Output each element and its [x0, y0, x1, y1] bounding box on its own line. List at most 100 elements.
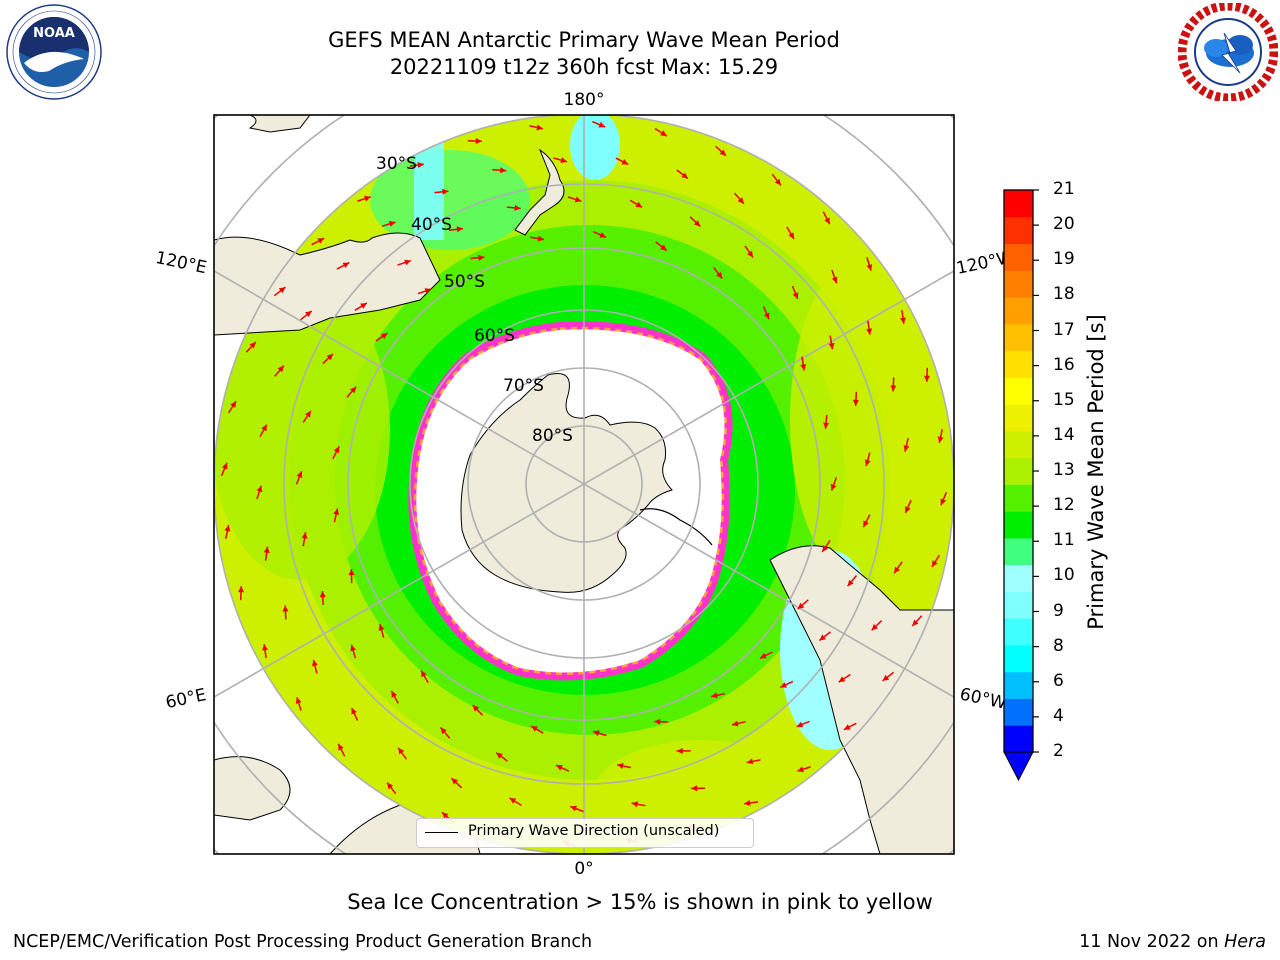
wave-arrow-head [774, 178, 781, 186]
wave-arrow-head [890, 385, 897, 392]
colorbar-tick-label: 18 [1053, 284, 1075, 305]
wave-arrow-head [342, 262, 350, 268]
wave-arrow-head [301, 532, 308, 539]
wave-arrow-head [681, 172, 688, 179]
colorbar-tick-label: 14 [1053, 424, 1075, 445]
wave-arrow-head [442, 188, 449, 195]
wave-arrow-head [838, 676, 846, 683]
wave-arrow-head [931, 560, 938, 567]
wave-arrow-head [348, 569, 355, 576]
wave-arrow-head [617, 763, 624, 769]
wave-arrow-head [404, 259, 411, 266]
wave-arrow-head [924, 375, 930, 382]
colorbar-bin [1004, 484, 1033, 512]
wave-arrow-head [333, 508, 340, 515]
wave-arrow-head [319, 591, 326, 598]
wave-arrow-head [221, 462, 228, 470]
wave-arrow-head [262, 644, 268, 651]
wave-arrow-head [475, 138, 482, 144]
land-antarctic-peninsula [639, 508, 713, 546]
wave-arrow-head [478, 254, 485, 261]
wave-arrow-head [378, 624, 385, 631]
colorbar-bin [1004, 243, 1033, 271]
colorbar-bin [1004, 350, 1033, 378]
legend-line-swatch [425, 832, 458, 833]
colorbar-bin [1004, 644, 1033, 673]
wave-arrow-head [732, 720, 739, 727]
wave-arrow-head [338, 743, 344, 751]
wave-arrow-head [282, 605, 289, 612]
wave-arrow-head [894, 566, 900, 574]
footer-machine: Hera [1224, 932, 1266, 952]
wave-arrow-head [263, 546, 270, 554]
wave-arrow-head [937, 436, 944, 443]
wave-arrow-head [711, 692, 718, 699]
wave-arrow-head [350, 386, 357, 394]
wave-arrow-head [351, 707, 357, 715]
nws-logo [1178, 3, 1278, 101]
colorbar-bin [1004, 537, 1033, 566]
colorbar-bin [1004, 457, 1033, 485]
land-africa [214, 756, 291, 821]
wave-arrow-head [598, 121, 606, 128]
colorbar-bin [1004, 270, 1033, 298]
wave-arrow-head [238, 586, 244, 593]
wave-arrow-head [797, 602, 805, 609]
lat-label-60s: 60°S [474, 326, 515, 346]
wave-arrow-head [514, 204, 521, 211]
colorbar-bin [1004, 404, 1033, 432]
wave-arrow-head [691, 785, 698, 792]
colorbar-bin [1004, 618, 1033, 646]
wave-arrow-head [824, 217, 830, 225]
colorbar-extend-triangle [1003, 751, 1034, 782]
wave-arrow-head [391, 691, 397, 698]
wave-arrow-head [847, 579, 854, 587]
wave-arrow-head [796, 721, 804, 728]
wave-arrow-head [716, 271, 723, 279]
wave-arrow-head [387, 782, 394, 790]
footer-credit: NCEP/EMC/Verification Post Processing Pr… [13, 932, 593, 952]
wave-arrow-head [333, 446, 340, 454]
lat-label-40s: 40°S [411, 215, 452, 235]
wave-arrow-head [863, 520, 869, 528]
colorbar-tick-label: 13 [1053, 460, 1075, 480]
wave-arrow-head [940, 498, 947, 506]
colorbar-tick-label: 20 [1053, 214, 1075, 235]
colorbar-bin [1004, 430, 1033, 459]
wave-arrow-head [693, 220, 701, 227]
colorbar-tick-label: 15 [1053, 389, 1075, 410]
wave-arrow-head [719, 149, 726, 156]
wave-arrow-head [531, 726, 538, 732]
wave-arrow-head [905, 506, 911, 513]
colorbar [1003, 189, 1039, 782]
wave-arrow-head [537, 235, 545, 242]
wave-arrow-head [230, 401, 237, 408]
wave-arrow-head [780, 682, 787, 688]
footer-date-text: 11 Nov 2022 on [1079, 932, 1225, 952]
wave-arrow-head [509, 798, 517, 804]
colorbar-tick-label: 8 [1053, 635, 1064, 656]
wave-arrow-head [556, 765, 563, 771]
wave-arrow-head [305, 311, 312, 318]
wave-arrow-head [830, 483, 837, 491]
wave-arrow-head [440, 727, 447, 735]
wave-arrow-head [660, 130, 667, 137]
colorbar-bin [1004, 671, 1033, 699]
wave-arrow-head [570, 805, 577, 812]
wave-arrow-head [747, 250, 753, 258]
wave-arrow-head [256, 485, 263, 493]
wave-arrow-head [792, 292, 799, 299]
wave-arrow-head [398, 747, 405, 755]
chart-title: GEFS MEAN Antarctic Primary Wave Mean Pe… [328, 28, 840, 52]
wave-arrow-head [866, 264, 873, 271]
wave-arrow-head [249, 342, 256, 349]
wave-arrow-head [763, 312, 770, 320]
chart-subtitle: 20221109 t12z 360h fcst Max: 15.29 [389, 55, 779, 79]
wave-arrow-head [900, 317, 906, 324]
colorbar-bin [1004, 190, 1033, 218]
wave-arrow-head [788, 232, 794, 239]
colorbar-bin [1004, 564, 1033, 592]
wave-arrow-head [828, 342, 835, 350]
wave-arrow-head [224, 525, 231, 532]
